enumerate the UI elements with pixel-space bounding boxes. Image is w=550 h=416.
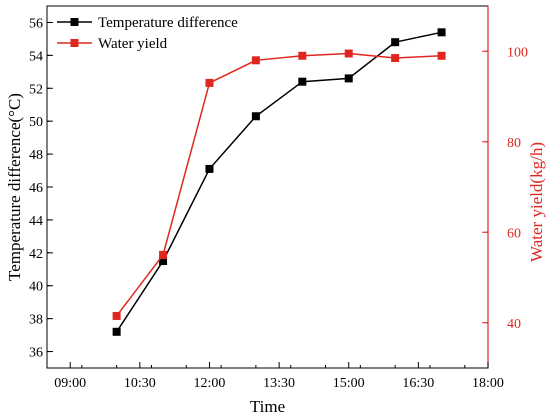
x-tick-label: 13:30 [263,376,295,391]
x-tick-label: 18:00 [472,376,504,391]
legend: Temperature difference Water yield [57,15,238,52]
y-left-axis-title: Temperature difference(°C) [5,93,24,281]
y-left-tick-label: 40 [29,280,43,295]
data-point-water-yield [112,311,121,320]
x-axis: 09:00 10:30 12:00 13:30 15:00 16:30 18:00 [54,362,504,391]
series-line-water-yield [116,52,442,317]
data-point-water-yield [251,56,260,65]
data-point-temperature-difference [298,77,307,86]
data-point-temperature-difference [159,257,168,266]
y-left-tick-label: 54 [29,49,43,64]
series-line-temperature-difference [116,31,442,333]
right-axis: 40 60 80 100 [482,6,528,368]
legend-marker-temperature-difference [70,18,79,26]
legend-label-water-yield: Water yield [98,36,168,52]
y-right-axis-title: Water yield(kg/h) [527,142,546,262]
y-left-tick-label: 48 [29,148,43,163]
y-left-tick-label: 44 [29,214,43,229]
x-tick-label: 16:30 [402,376,434,391]
x-axis-title: Time [250,397,285,416]
y-left-tick-label: 38 [29,313,43,328]
legend-marker-water-yield [70,39,79,47]
data-point-temperature-difference [112,327,121,336]
data-point-temperature-difference [437,28,446,37]
y-left-tick-label: 46 [29,181,43,196]
data-point-water-yield [391,54,400,63]
data-point-temperature-difference [251,112,260,121]
y-left-tick-label: 56 [29,16,43,31]
y-right-tick-label: 40 [507,317,521,332]
y-right-tick-label: 80 [507,136,521,151]
data-point-water-yield [298,51,307,60]
data-point-temperature-difference [344,74,353,83]
x-tick-label: 12:00 [194,376,226,391]
y-right-tick-label: 100 [507,45,528,60]
data-point-temperature-difference [391,38,400,47]
y-right-tick-label: 60 [507,226,521,241]
x-tick-label: 10:30 [124,376,156,391]
left-axis: 36 38 40 42 44 46 48 50 52 54 56 [29,16,53,361]
y-left-tick-label: 42 [29,247,43,262]
y-left-tick-label: 36 [29,346,43,361]
data-point-water-yield [159,250,168,259]
data-point-water-yield [437,51,446,60]
x-tick-label: 09:00 [54,376,86,391]
y-left-tick-label: 52 [29,82,43,97]
series-layer [112,28,446,336]
y-left-tick-label: 50 [29,115,43,130]
data-point-water-yield [205,78,214,87]
legend-label-temperature-difference: Temperature difference [98,15,238,31]
data-point-water-yield [344,49,353,58]
data-point-temperature-difference [205,164,214,173]
x-tick-label: 15:00 [333,376,365,391]
